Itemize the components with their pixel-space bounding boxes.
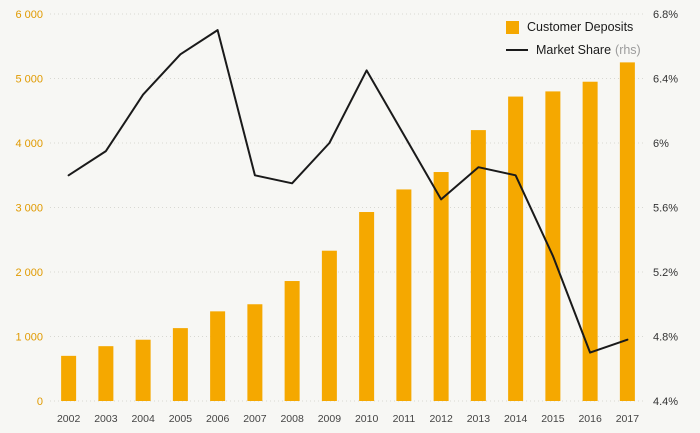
x-axis-label: 2017 — [616, 413, 640, 425]
bar-2011[interactable] — [396, 189, 412, 401]
bar-2007[interactable] — [247, 304, 263, 401]
bar-2009[interactable] — [321, 250, 337, 401]
legend-item-market-share[interactable]: Market Share (rhs) — [506, 43, 641, 57]
x-axis-label: 2007 — [243, 413, 267, 425]
right-axis-label: 6% — [653, 138, 669, 150]
x-axis-label: 2009 — [318, 413, 342, 425]
bar-2013[interactable] — [470, 130, 486, 401]
bar-2017[interactable] — [619, 62, 635, 401]
legend-item-customer-deposits[interactable]: Customer Deposits — [506, 20, 641, 34]
x-axis-label: 2008 — [280, 413, 304, 425]
x-axis-label: 2003 — [94, 413, 118, 425]
line-swatch-icon — [506, 49, 528, 51]
x-axis-label: 2005 — [169, 413, 193, 425]
bar-2002[interactable] — [61, 355, 77, 401]
x-axis-label: 2004 — [131, 413, 155, 425]
x-axis-label: 2010 — [355, 413, 379, 425]
left-axis-label: 3 000 — [15, 203, 43, 215]
x-axis-label: 2015 — [541, 413, 565, 425]
left-axis-label: 2 000 — [15, 267, 43, 279]
x-axis-label: 2006 — [206, 413, 230, 425]
legend-label-market-share: Market Share — [536, 43, 612, 57]
bar-2006[interactable] — [210, 311, 226, 401]
left-axis-label: 6 000 — [15, 9, 43, 21]
legend-suffix-rhs: (rhs) — [615, 43, 641, 57]
x-axis-label: 2002 — [57, 413, 81, 425]
bar-2015[interactable] — [545, 91, 561, 402]
x-axis-label: 2012 — [429, 413, 453, 425]
bar-2004[interactable] — [135, 339, 151, 401]
bar-2014[interactable] — [508, 96, 524, 401]
bar-2003[interactable] — [98, 346, 114, 401]
right-axis-label: 5.6% — [653, 203, 678, 215]
x-axis-label: 2014 — [504, 413, 528, 425]
legend-label-customer-deposits: Customer Deposits — [527, 20, 634, 34]
x-axis-label: 2013 — [467, 413, 491, 425]
bar-2008[interactable] — [284, 281, 300, 401]
right-axis-label: 6.4% — [653, 74, 678, 86]
left-axis-label: 4 000 — [15, 138, 43, 150]
right-axis-label: 4.8% — [653, 332, 678, 344]
left-axis-label: 5 000 — [15, 74, 43, 86]
right-axis-label: 6.8% — [653, 9, 678, 21]
right-axis-label: 5.2% — [653, 267, 678, 279]
bar-2016[interactable] — [582, 81, 598, 401]
right-axis-label: 4.4% — [653, 396, 678, 408]
x-axis-label: 2011 — [393, 413, 416, 425]
market-share-line[interactable] — [67, 29, 629, 354]
bar-2005[interactable] — [172, 328, 188, 401]
bar-2012[interactable] — [433, 172, 449, 401]
bar-2010[interactable] — [359, 212, 375, 401]
left-axis-label: 0 — [37, 396, 43, 408]
legend: Customer Deposits Market Share (rhs) — [506, 20, 641, 66]
left-axis-label: 1 000 — [15, 332, 43, 344]
bar-swatch-icon — [506, 20, 519, 34]
x-axis-label: 2016 — [578, 413, 602, 425]
